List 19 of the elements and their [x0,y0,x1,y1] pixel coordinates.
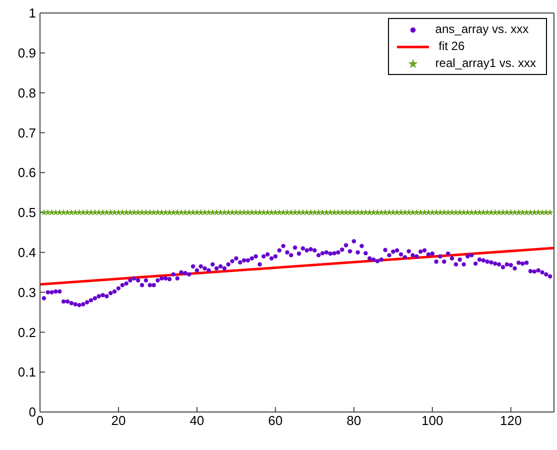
y-tick-label: 0.3 [18,284,36,300]
x-tick-label: 40 [190,413,204,428]
x-tick-label: 80 [346,413,362,428]
x-tick-label: 100 [422,413,444,428]
y-tick-label: 0.6 [18,165,36,180]
x-tick-label: 20 [111,413,126,428]
legend-label: fit 26 [438,38,465,55]
legend-label: ans_array vs. xxx [435,21,529,38]
y-tick-label: 0.4 [18,245,36,260]
x-tick-label: 120 [500,413,522,428]
x-tick-label: 60 [268,413,283,428]
y-tick-label: 1 [28,6,36,21]
y-tick-label: 0.7 [18,125,36,140]
legend-label: real_array1 vs. xxx [435,55,536,72]
y-tick-label: 0.9 [18,46,36,61]
y-tick-label: 0.8 [18,85,36,100]
y-tick-label: 0.1 [18,364,36,380]
y-tick-label: 0.2 [18,324,36,340]
y-tick-label: 0.5 [18,205,36,220]
